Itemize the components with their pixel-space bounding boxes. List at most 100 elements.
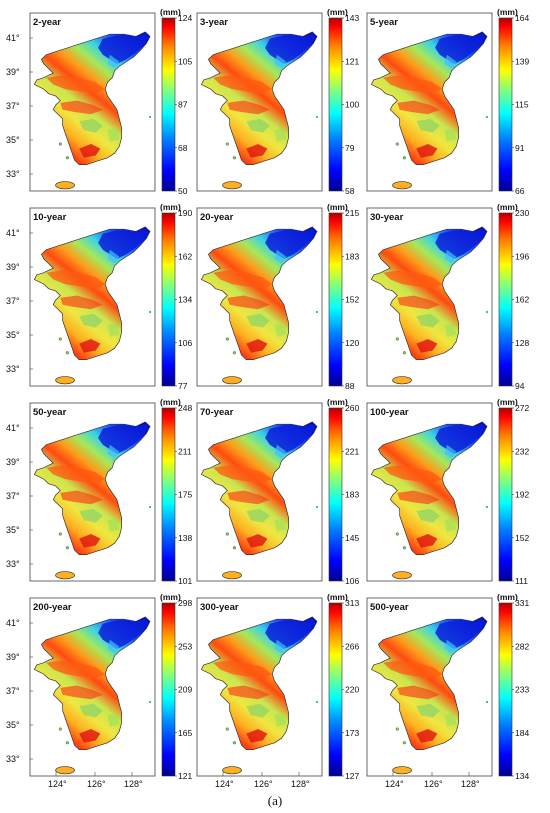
colorbar [161,602,176,777]
latitude-label: 39° [6,262,20,272]
island-marker [485,310,489,314]
colorbar [161,407,176,582]
island-marker [148,700,152,704]
map-panel: 10-year (mm)190 162 134 106 77 41° 39° 37° 35° 33° [6,202,192,391]
colorbar-tick-label: 105 [178,56,192,66]
map-panel: 100-year (mm)272 232 192 152 111 [366,397,529,586]
island-marker [148,505,152,509]
colorbar-tick-label: 175 [178,490,192,500]
colorbar-tick-label: 77 [178,381,188,391]
colorbar-tick-label: 143 [345,13,359,23]
panel-title: 20-year [200,212,234,223]
colorbar [328,212,343,387]
latitude-label: 41° [6,423,20,433]
map-panel: 200-year (mm)298 253 209 165 121 41° 39° 37° 35° 3… [6,592,192,781]
colorbar-tick-label: 211 [178,446,192,456]
latitude-label: 33° [6,754,20,764]
colorbar [328,602,343,777]
panel-title: 30-year [370,212,404,223]
colorbar [328,407,343,582]
colorbar-unit: (mm) [327,7,348,17]
figure-caption: (a) [267,793,283,808]
map-panel: 30-year (mm)230 196 162 128 94 [366,202,529,391]
map-panel: 3-year (mm)143 121 100 79 58 [196,7,359,196]
latitude-label: 37° [6,101,20,111]
colorbar [498,212,513,387]
colorbar-tick-label: 233 [515,685,529,695]
colorbar-tick-label: 173 [345,728,359,738]
longitude-label: 124° [385,779,404,789]
island-marker [315,505,319,509]
colorbar-tick-label: 184 [515,728,529,738]
colorbar-tick-label: 331 [515,598,529,608]
longitude-label: 126° [87,779,106,789]
island-marker [485,115,489,119]
panel-title: 2-year [33,17,61,28]
colorbar-tick-label: 253 [178,641,192,651]
latitude-label: 33° [6,559,20,569]
latitude-label: 39° [6,652,20,662]
colorbar-tick-label: 121 [345,56,359,66]
colorbar-tick-label: 87 [178,100,188,110]
latitude-label: 33° [6,169,20,179]
colorbar-tick-label: 91 [515,143,525,153]
colorbar-tick-label: 138 [178,533,192,543]
latitude-label: 37° [6,686,20,696]
colorbar-unit: (mm) [160,592,181,602]
colorbar-unit: (mm) [160,7,181,17]
colorbar-tick-label: 266 [345,641,359,651]
colorbar-tick-label: 196 [515,251,529,261]
colorbar-tick-label: 230 [515,208,529,218]
colorbar-unit: (mm) [327,397,348,407]
colorbar-tick-label: 100 [345,100,359,110]
colorbar-tick-label: 145 [345,533,359,543]
colorbar-tick-label: 134 [178,295,192,305]
island-marker [315,115,319,119]
colorbar-tick-label: 50 [178,186,188,196]
colorbar [161,212,176,387]
latitude-label: 39° [6,457,20,467]
panel-title: 300-year [200,602,239,613]
colorbar-tick-label: 128 [515,338,529,348]
latitude-label: 37° [6,491,20,501]
colorbar-tick-label: 209 [178,685,192,695]
colorbar-unit: (mm) [327,202,348,212]
colorbar-tick-label: 121 [178,771,192,781]
colorbar-tick-label: 127 [345,771,359,781]
colorbar-tick-label: 68 [178,143,188,153]
colorbar-tick-label: 115 [515,100,529,110]
colorbar-tick-label: 58 [345,186,355,196]
panel-title: 10-year [33,212,67,223]
colorbar-tick-label: 232 [515,446,529,456]
colorbar-unit: (mm) [327,592,348,602]
colorbar-tick-label: 79 [345,143,355,153]
map-panel: 300-year (mm)313 266 220 173 127 [196,592,359,781]
island-marker [485,700,489,704]
colorbar-unit: (mm) [497,397,518,407]
island-marker [148,310,152,314]
island-marker [315,310,319,314]
colorbar-unit: (mm) [160,202,181,212]
panel-title: 70-year [200,407,234,418]
colorbar-tick-label: 260 [345,403,359,413]
colorbar-tick-label: 313 [345,598,359,608]
colorbar [498,17,513,192]
panel-title: 100-year [370,407,409,418]
latitude-label: 35° [6,330,20,340]
longitude-label: 124° [48,779,67,789]
colorbar-tick-label: 94 [515,381,525,391]
colorbar-unit: (mm) [497,202,518,212]
colorbar-tick-label: 152 [515,533,529,543]
map-panel: 5-year (mm)164 139 115 91 66 [366,7,529,196]
longitude-label: 124° [215,779,234,789]
colorbar-tick-label: 152 [345,295,359,305]
map-panel: 20-year (mm)215 183 152 120 88 [196,202,359,391]
panel-title: 500-year [370,602,409,613]
latitude-label: 33° [6,364,20,374]
map-panel: 50-year (mm)248 211 175 138 101 41° 39° 37° 35° 33… [6,397,192,586]
island-marker [485,505,489,509]
colorbar [498,407,513,582]
panel-title: 3-year [200,17,228,28]
colorbar-tick-label: 106 [345,576,359,586]
colorbar-tick-label: 215 [345,208,359,218]
